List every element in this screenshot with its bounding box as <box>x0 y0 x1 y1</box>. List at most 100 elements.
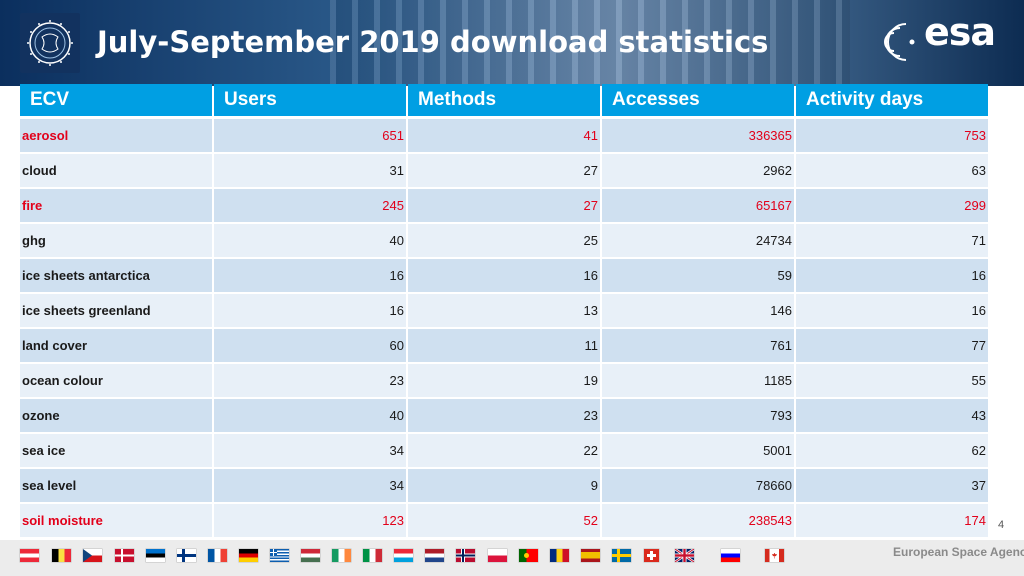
footer-bar <box>0 540 1024 576</box>
spain-flag-icon <box>581 549 600 562</box>
accesses-cell: 78660 <box>602 469 794 504</box>
users-cell: 34 <box>214 469 406 504</box>
accesses-cell: 59 <box>602 259 794 294</box>
users-cell: 60 <box>214 329 406 364</box>
activity-days-cell: 55 <box>796 364 988 399</box>
methods-cell: 9 <box>408 469 600 504</box>
activity-days-cell: 299 <box>796 189 988 224</box>
belgium-flag-icon <box>52 549 71 562</box>
accesses-cell: 238543 <box>602 504 794 539</box>
united-kingdom-flag-icon <box>675 549 694 562</box>
activity-days-cell: 174 <box>796 504 988 539</box>
accesses-cell: 1185 <box>602 364 794 399</box>
ecv-cell: ice sheets greenland <box>20 294 212 329</box>
accesses-cell: 146 <box>602 294 794 329</box>
page-number: 4 <box>998 519 1005 531</box>
table-row: fire 245 27 65167 299 <box>20 189 988 224</box>
poland-flag-icon <box>488 549 507 562</box>
ecv-cell: ozone <box>20 399 212 434</box>
activity-days-cell: 16 <box>796 294 988 329</box>
slovenia-flag-icon <box>721 549 740 562</box>
activity-days-cell: 16 <box>796 259 988 294</box>
users-cell: 651 <box>214 119 406 154</box>
switzerland-flag-icon <box>644 549 659 562</box>
activity-days-cell: 63 <box>796 154 988 189</box>
methods-cell: 25 <box>408 224 600 259</box>
cci-logo-icon <box>20 13 80 73</box>
activity-days-cell: 71 <box>796 224 988 259</box>
users-cell: 123 <box>214 504 406 539</box>
methods-cell: 22 <box>408 434 600 469</box>
portugal-flag-icon <box>519 549 538 562</box>
germany-flag-icon <box>239 549 258 562</box>
norway-flag-icon <box>456 549 475 562</box>
users-cell: 40 <box>214 224 406 259</box>
activity-days-cell: 753 <box>796 119 988 154</box>
download-statistics-table: ECV Users Methods Accesses Activity days… <box>18 84 990 539</box>
accesses-cell: 2962 <box>602 154 794 189</box>
sweden-flag-icon <box>612 549 631 562</box>
ireland-flag-icon <box>332 549 351 562</box>
table-row: cloud 31 27 2962 63 <box>20 154 988 189</box>
users-cell: 34 <box>214 434 406 469</box>
greece-flag-icon <box>270 549 289 562</box>
canada-flag-icon <box>765 549 784 562</box>
users-cell: 16 <box>214 294 406 329</box>
austria-flag-icon <box>20 549 39 562</box>
column-header-accesses: Accesses <box>602 84 794 119</box>
ecv-cell: ice sheets antarctica <box>20 259 212 294</box>
activity-days-cell: 43 <box>796 399 988 434</box>
methods-cell: 41 <box>408 119 600 154</box>
methods-cell: 52 <box>408 504 600 539</box>
table-row: sea level 34 9 78660 37 <box>20 469 988 504</box>
ecv-cell: soil moisture <box>20 504 212 539</box>
column-header-methods: Methods <box>408 84 600 119</box>
esa-logo-icon <box>884 23 915 61</box>
hungary-flag-icon <box>301 549 320 562</box>
ecv-cell: sea ice <box>20 434 212 469</box>
table-body: aerosol 651 41 336365 753 cloud 31 27 29… <box>20 119 988 539</box>
header-background-image <box>330 0 850 86</box>
users-cell: 245 <box>214 189 406 224</box>
users-cell: 23 <box>214 364 406 399</box>
users-cell: 16 <box>214 259 406 294</box>
methods-cell: 27 <box>408 154 600 189</box>
slide-header: July-September 2019 download statistics … <box>0 0 1024 86</box>
accesses-cell: 5001 <box>602 434 794 469</box>
netherlands-flag-icon <box>425 549 444 562</box>
activity-days-cell: 62 <box>796 434 988 469</box>
france-flag-icon <box>208 549 227 562</box>
methods-cell: 11 <box>408 329 600 364</box>
ecv-cell: fire <box>20 189 212 224</box>
ecv-cell: cloud <box>20 154 212 189</box>
methods-cell: 27 <box>408 189 600 224</box>
column-header-activity-days: Activity days <box>796 84 988 119</box>
accesses-cell: 761 <box>602 329 794 364</box>
luxembourg-flag-icon <box>394 549 413 562</box>
activity-days-cell: 37 <box>796 469 988 504</box>
finland-flag-icon <box>177 549 196 562</box>
accesses-cell: 793 <box>602 399 794 434</box>
users-cell: 31 <box>214 154 406 189</box>
methods-cell: 16 <box>408 259 600 294</box>
table-row: ice sheets antarctica 16 16 59 16 <box>20 259 988 294</box>
estonia-flag-icon <box>146 549 165 562</box>
ecv-cell: ocean colour <box>20 364 212 399</box>
column-header-ecv: ECV <box>20 84 212 119</box>
activity-days-cell: 77 <box>796 329 988 364</box>
methods-cell: 19 <box>408 364 600 399</box>
ecv-cell: land cover <box>20 329 212 364</box>
czech-republic-flag-icon <box>83 549 102 562</box>
table-row: soil moisture 123 52 238543 174 <box>20 504 988 539</box>
denmark-flag-icon <box>115 549 134 562</box>
table-row: ocean colour 23 19 1185 55 <box>20 364 988 399</box>
italy-flag-icon <box>363 549 382 562</box>
ecv-cell: ghg <box>20 224 212 259</box>
table-row: aerosol 651 41 336365 753 <box>20 119 988 154</box>
accesses-cell: 65167 <box>602 189 794 224</box>
table-header-row: ECV Users Methods Accesses Activity days <box>20 84 988 119</box>
table-row: ozone 40 23 793 43 <box>20 399 988 434</box>
methods-cell: 23 <box>408 399 600 434</box>
romania-flag-icon <box>550 549 569 562</box>
esa-wordmark: esa <box>924 10 996 54</box>
